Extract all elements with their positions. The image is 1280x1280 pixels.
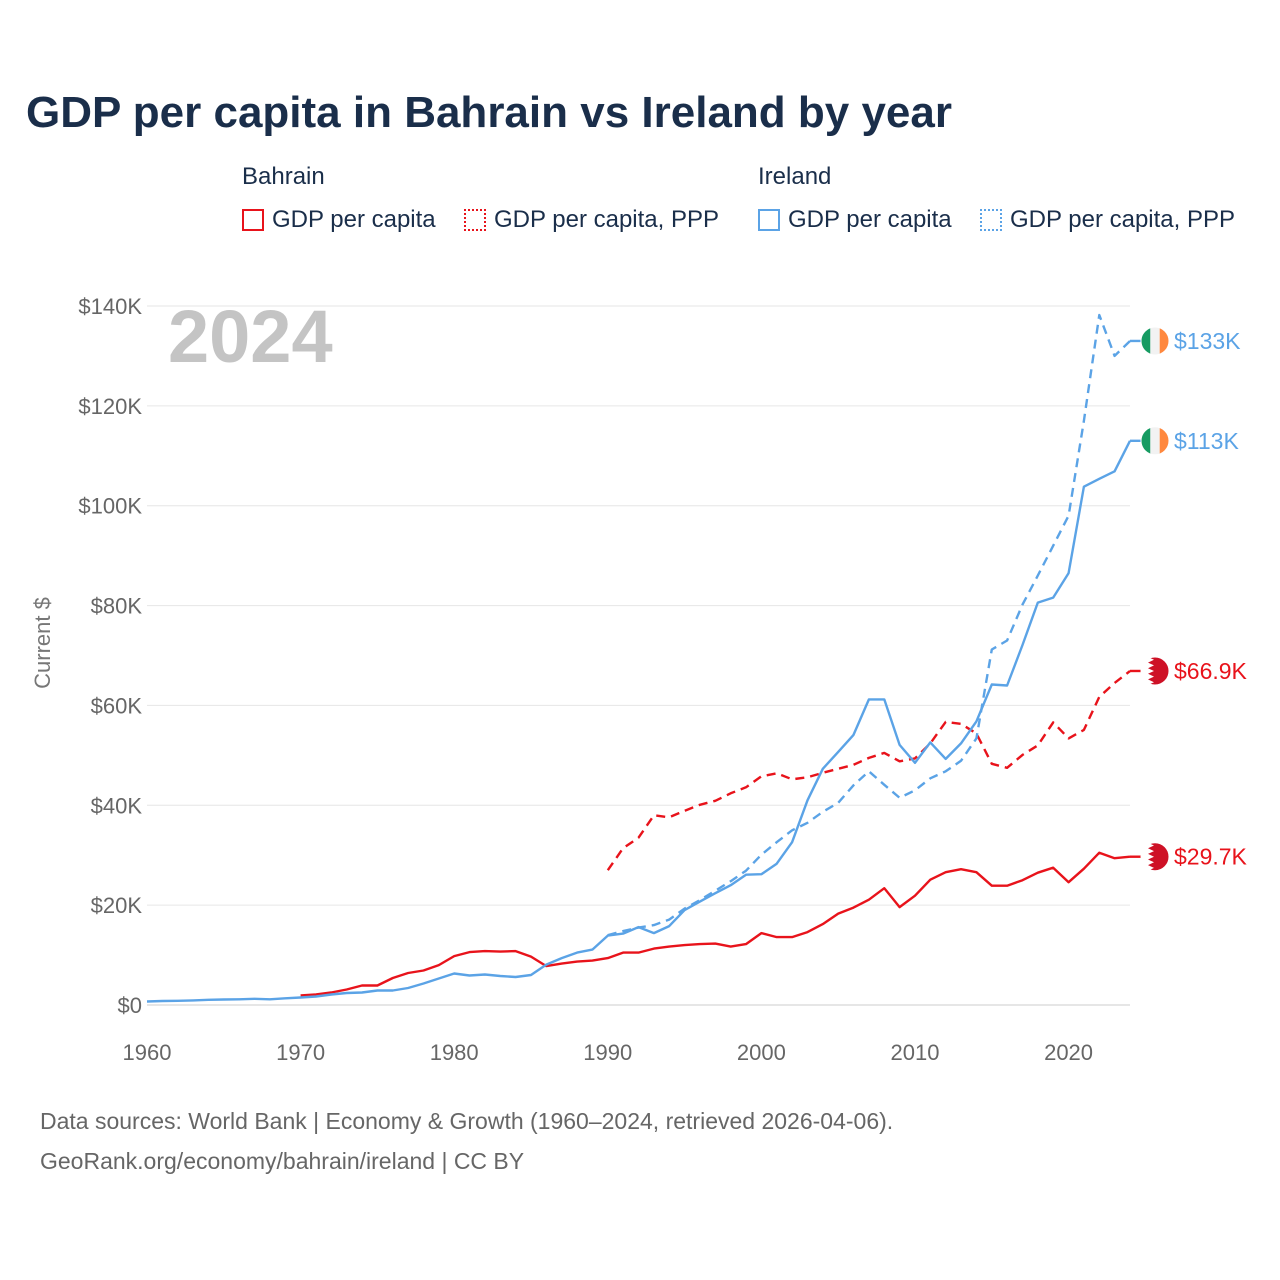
current-year-label: 2024 — [168, 295, 333, 378]
x-tick-label: 1960 — [123, 1040, 172, 1065]
legend-label: GDP per capita — [788, 206, 952, 233]
legend-swatch-dotted-red — [464, 209, 486, 231]
legend-item-ireland-gdp-ppp[interactable]: GDP per capita, PPP — [980, 204, 1235, 236]
x-tick-label: 1990 — [583, 1040, 632, 1065]
legend-item-ireland-gdp[interactable]: GDP per capita — [758, 204, 952, 236]
legend-group-ireland: Ireland — [758, 163, 832, 190]
legend-group-bahrain: Bahrain — [242, 163, 325, 190]
y-tick-label: $100K — [78, 494, 142, 519]
x-axis-ticks: 1960 1970 1980 1990 2000 2010 2020 — [123, 1040, 1094, 1065]
legend-swatch-solid-blue — [758, 209, 780, 231]
x-tick-label: 2000 — [737, 1040, 786, 1065]
y-tick-label: $60K — [91, 693, 143, 718]
legend-item-bahrain-gdp-ppp[interactable]: GDP per capita, PPP — [464, 204, 719, 236]
footer-credit: GeoRank.org/economy/bahrain/ireland | CC… — [40, 1148, 525, 1174]
series-line-ireland-ppp — [607, 313, 1131, 937]
x-tick-label: 1970 — [276, 1040, 325, 1065]
y-tick-label: $120K — [78, 394, 142, 419]
series-line-ireland — [146, 440, 1132, 1003]
end-markers: $29.7K $66.9K $113K $133K — [1130, 326, 1248, 872]
footer-sources: Data sources: World Bank | Economy & Gro… — [40, 1108, 894, 1134]
end-value-label: $66.9K — [1174, 658, 1248, 684]
x-tick-label: 1980 — [430, 1040, 479, 1065]
bahrain-flag — [1140, 656, 1170, 686]
y-tick-label: $0 — [118, 993, 142, 1018]
ireland-flag — [1140, 426, 1170, 456]
legend-swatch-solid-red — [242, 209, 264, 231]
x-tick-label: 2020 — [1044, 1040, 1093, 1065]
y-tick-label: $140K — [78, 294, 142, 319]
legend-label: GDP per capita, PPP — [1010, 206, 1235, 233]
y-tick-label: $80K — [91, 594, 143, 619]
series-line-bahrain-ppp — [606, 670, 1131, 871]
ireland-flag — [1140, 326, 1170, 356]
grid-lines — [147, 305, 1130, 1006]
chart-title: GDP per capita in Bahrain vs Ireland by … — [26, 88, 952, 137]
end-value-label: $133K — [1174, 328, 1241, 354]
legend-label: GDP per capita, PPP — [494, 206, 719, 233]
y-tick-label: $40K — [91, 793, 143, 818]
y-axis-label: Current $ — [30, 597, 55, 689]
legend-swatch-dotted-blue — [980, 209, 1002, 231]
end-value-label: $29.7K — [1174, 844, 1248, 870]
x-tick-label: 2010 — [890, 1040, 939, 1065]
legend-label: GDP per capita — [272, 206, 436, 233]
y-tick-label: $20K — [91, 893, 143, 918]
bahrain-flag — [1140, 842, 1170, 872]
legend-item-bahrain-gdp[interactable]: GDP per capita — [242, 204, 436, 236]
end-value-label: $113K — [1174, 428, 1239, 454]
series-line-bahrain — [300, 851, 1131, 997]
y-axis-ticks: $0 $20K $40K $60K $80K $100K $120K $140K — [78, 294, 142, 1018]
series-lines — [146, 313, 1132, 1003]
